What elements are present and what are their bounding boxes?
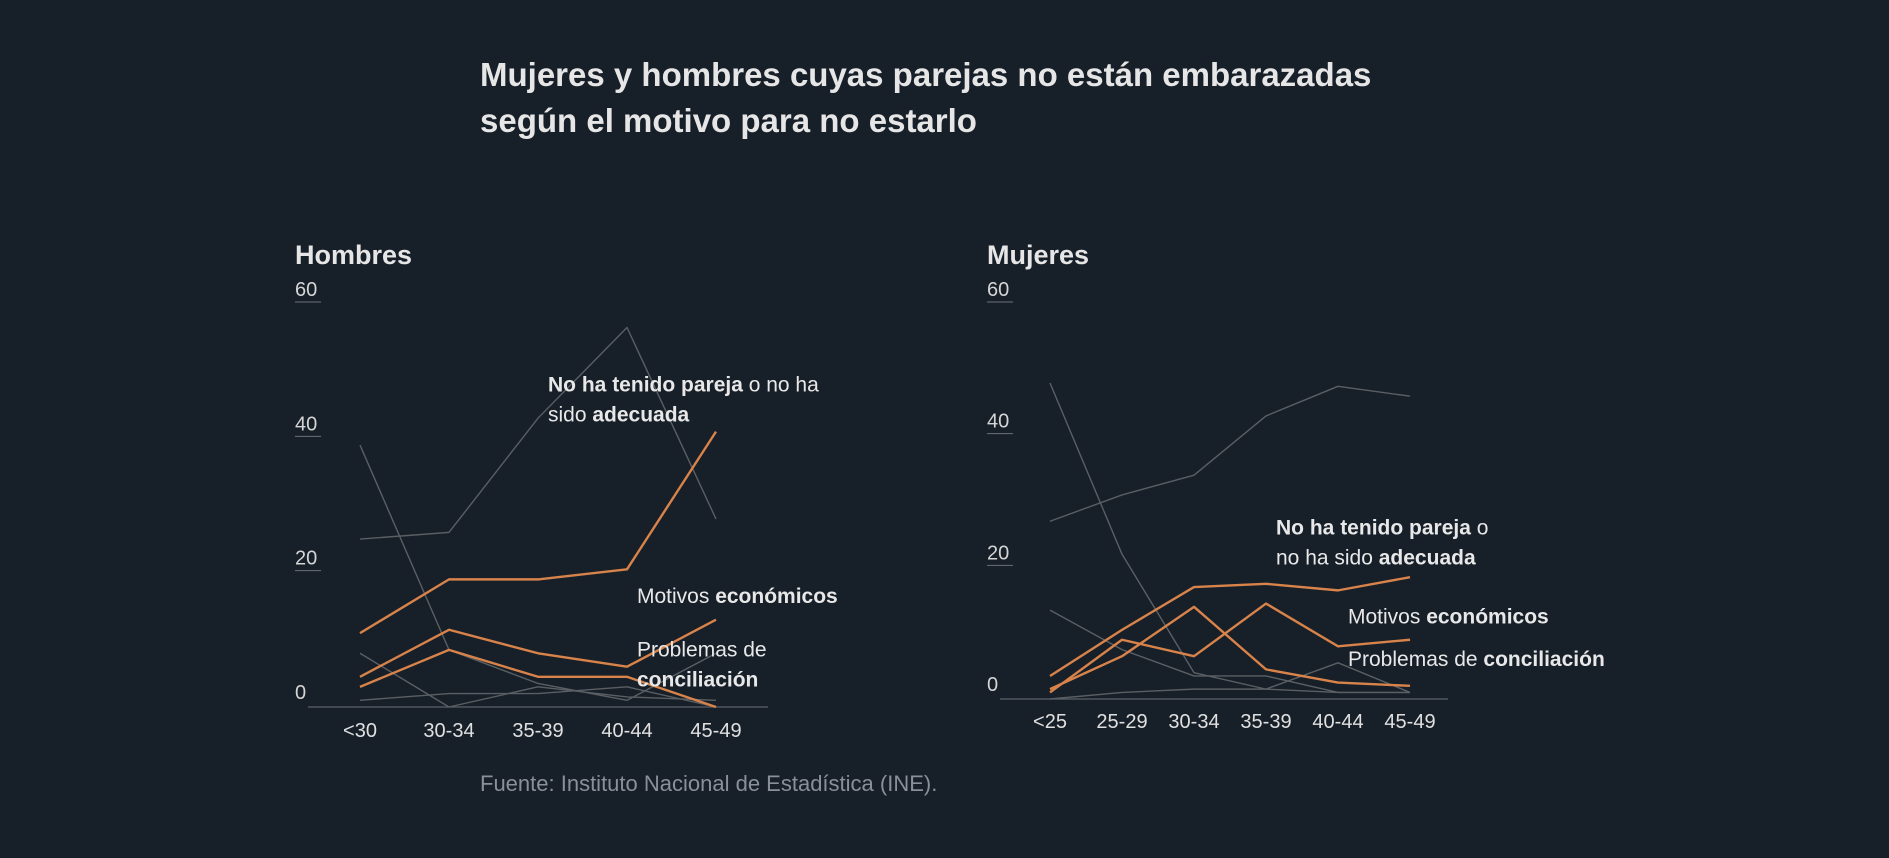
y-tick-label: 0 xyxy=(987,674,998,696)
y-tick-label: 20 xyxy=(987,542,1009,564)
x-tick-label: <25 xyxy=(1033,711,1067,733)
series-line-highlight-1 xyxy=(359,618,717,678)
series-line-muted-6 xyxy=(359,686,717,708)
x-tick-label: 45-49 xyxy=(690,720,741,742)
annotation-label-0: No ha tenido pareja o no ha sido adecuada xyxy=(548,373,819,426)
panel-hombres: Hombres 0 20 40 60 <30 30-34 35-39 40-44 45-49 No … xyxy=(295,240,838,742)
y-tick-label: 20 xyxy=(295,548,317,570)
panel-title: Mujeres xyxy=(987,240,1089,270)
x-tick-label: <30 xyxy=(343,720,377,742)
x-tick-label: 40-44 xyxy=(1312,711,1363,733)
source-note: Fuente: Instituto Nacional de Estadístic… xyxy=(480,771,938,796)
x-tick-label: 40-44 xyxy=(601,720,652,742)
y-tick-label: 60 xyxy=(295,279,317,301)
y-tick-label: 60 xyxy=(987,279,1009,301)
chart-title-line-2: según el motivo para no estarlo xyxy=(480,102,977,139)
x-tick-label: 30-34 xyxy=(1168,711,1219,733)
chart-title: Mujeres y hombres cuyas parejas no están… xyxy=(480,52,1480,144)
x-tick-label: 30-34 xyxy=(423,720,474,742)
series-line-muted-3 xyxy=(1049,385,1411,522)
x-tick-label: 35-39 xyxy=(1240,711,1291,733)
annotation-label-1: Motivos económicos xyxy=(1348,605,1549,628)
annotation-label-2: Problemas de conciliación xyxy=(637,639,767,692)
chart-title-line-1: Mujeres y hombres cuyas parejas no están… xyxy=(480,56,1372,93)
x-tick-label: 45-49 xyxy=(1384,711,1435,733)
series-line-muted-4 xyxy=(359,444,717,701)
panel-mujeres: Mujeres 0 20 40 60 <25 25-29 30-34 35-39 40-44 45-… xyxy=(987,240,1605,733)
y-tick-label: 40 xyxy=(295,413,317,435)
series-line-highlight-0 xyxy=(359,430,718,635)
y-tick-label: 0 xyxy=(295,682,306,704)
series-line-highlight-2 xyxy=(359,648,717,709)
annotation-label-1: Motivos económicos xyxy=(637,585,838,608)
series-line-muted-5 xyxy=(1049,609,1410,694)
series-line-muted-3 xyxy=(359,326,717,540)
annotation-label-2: Problemas de conciliación xyxy=(1348,648,1605,671)
annotation-label-0: No ha tenido pareja o no ha sido adecuada xyxy=(1276,516,1488,569)
x-tick-label: 25-29 xyxy=(1096,711,1147,733)
panel-title: Hombres xyxy=(295,240,412,270)
y-tick-label: 40 xyxy=(987,411,1009,433)
x-tick-label: 35-39 xyxy=(512,720,563,742)
series-line-muted-5 xyxy=(359,652,717,708)
series-line-highlight-0 xyxy=(1049,576,1411,677)
series-line-highlight-2 xyxy=(1049,602,1411,694)
series-line-muted-6 xyxy=(1049,662,1411,700)
series-line-highlight-1 xyxy=(1049,605,1411,691)
